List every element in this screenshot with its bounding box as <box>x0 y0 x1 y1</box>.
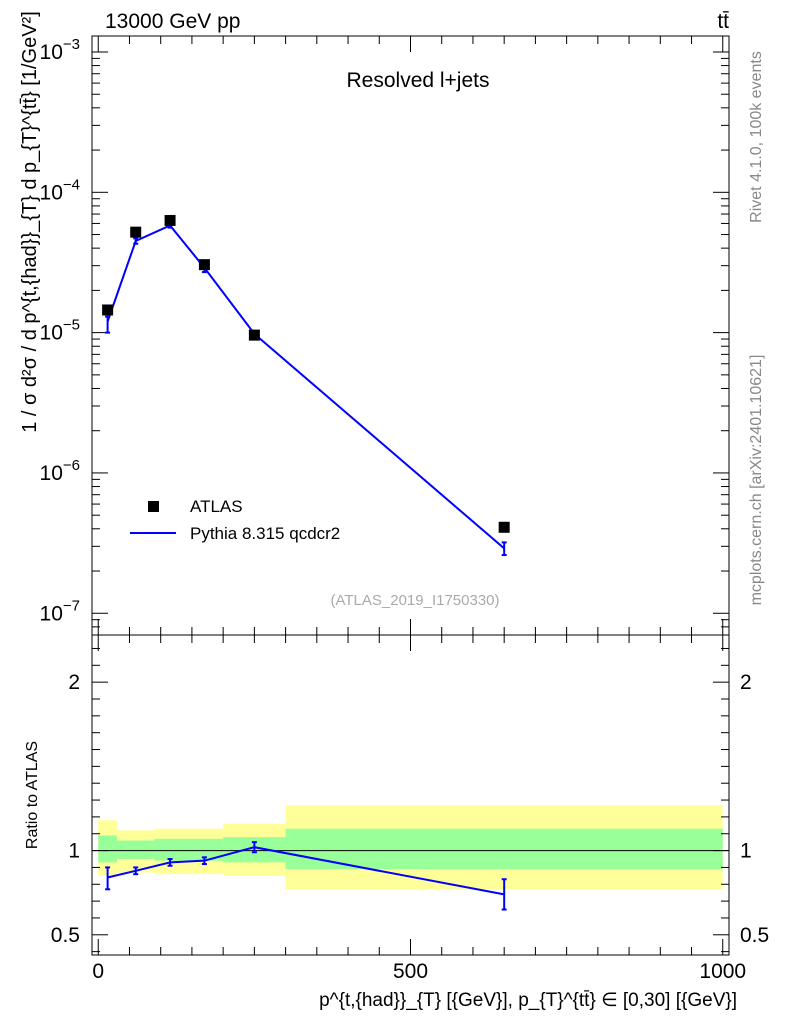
main-y-tick-label: 10−5 <box>40 317 80 345</box>
ratio-uncertainty-bands <box>98 805 723 890</box>
ratio-band-inner <box>116 840 155 859</box>
main-y-axis: 10−7 10−6 10−5 10−4 10−3 <box>40 36 729 636</box>
ratio-panel-frame <box>91 634 730 956</box>
ratio-y-tick-label: 1 <box>68 840 80 863</box>
x-tick-label: 500 <box>393 960 428 983</box>
data-point <box>164 214 176 226</box>
mcplots-label: mcplots.cern.ch [arXiv:2401.10621] <box>748 355 765 606</box>
main-y-axis-label-text: 1 / σ d²σ / d p^{t,{had}}_{T} d p_{T}^{t… <box>19 11 41 433</box>
ratio-y-tick-label-right: 2 <box>740 671 752 694</box>
process-label: tt̄ <box>717 10 729 33</box>
legend: ATLAS Pythia 8.315 qcdcr2 <box>130 497 340 543</box>
analysis-id: (ATLAS_2019_I1750330) <box>330 592 499 609</box>
ratio-panel: 0.5 0.5 1 1 2 2 0 500 1000 Ratio to ATLAS p^{t,… <box>24 634 769 1011</box>
legend-label-mc: Pythia 8.315 qcdcr2 <box>190 524 340 543</box>
legend-marker-atlas <box>148 501 159 512</box>
ratio-y-tick-label: 0.5 <box>51 924 80 947</box>
ratio-mc-series <box>105 841 507 911</box>
ratio-y-tick-label-right: 1 <box>740 840 752 863</box>
ratio-y-tick-label-right: 0.5 <box>740 924 769 947</box>
main-y-axis-label: 1 / σ d²σ / d p^{t,{had}}_{T} d p_{T}^{t… <box>19 11 41 433</box>
data-point <box>102 304 114 316</box>
ratio-y-axis: 0.5 0.5 1 1 2 2 <box>51 647 769 953</box>
main-mc-line <box>106 224 505 550</box>
legend-label-atlas: ATLAS <box>190 497 243 516</box>
data-point <box>198 259 210 271</box>
ratio-mc-line <box>107 846 505 896</box>
main-x-axis <box>97 36 724 635</box>
ratio-band-inner <box>98 835 117 863</box>
main-panel: 10−7 10−6 10−5 10−4 10−3 1 / σ d²σ / d p^{t,… <box>19 11 730 636</box>
main-y-tick-label: 10−4 <box>40 176 80 204</box>
x-tick-label: 1000 <box>699 960 746 983</box>
ratio-y-axis-label: Ratio to ATLAS <box>24 741 41 849</box>
main-mc-series <box>105 222 507 557</box>
ratio-band-inner <box>285 828 723 870</box>
data-point <box>498 521 510 533</box>
main-y-tick-label: 10−6 <box>40 457 80 485</box>
x-axis-label: p^{t,{had}}_{T} [{GeV}], p_{T}^{tt̄} ∈ [… <box>319 990 737 1011</box>
main-panel-frame <box>91 35 730 636</box>
energy-label: 13000 GeV pp <box>105 10 240 33</box>
ratio-band-inner <box>154 838 224 861</box>
plot-title: Resolved l+jets <box>347 69 490 92</box>
x-tick-label: 0 <box>92 960 104 983</box>
ratio-y-tick-label: 2 <box>68 671 80 694</box>
main-y-tick-label: 10−3 <box>40 36 80 64</box>
main-data-series <box>102 214 510 533</box>
rivet-version-label: Rivet 4.1.0, 100k events <box>748 51 765 223</box>
main-y-tick-label: 10−7 <box>40 597 80 625</box>
data-point <box>248 329 260 341</box>
data-point <box>130 226 142 238</box>
ratio-x-axis: 0 500 1000 <box>92 635 746 983</box>
